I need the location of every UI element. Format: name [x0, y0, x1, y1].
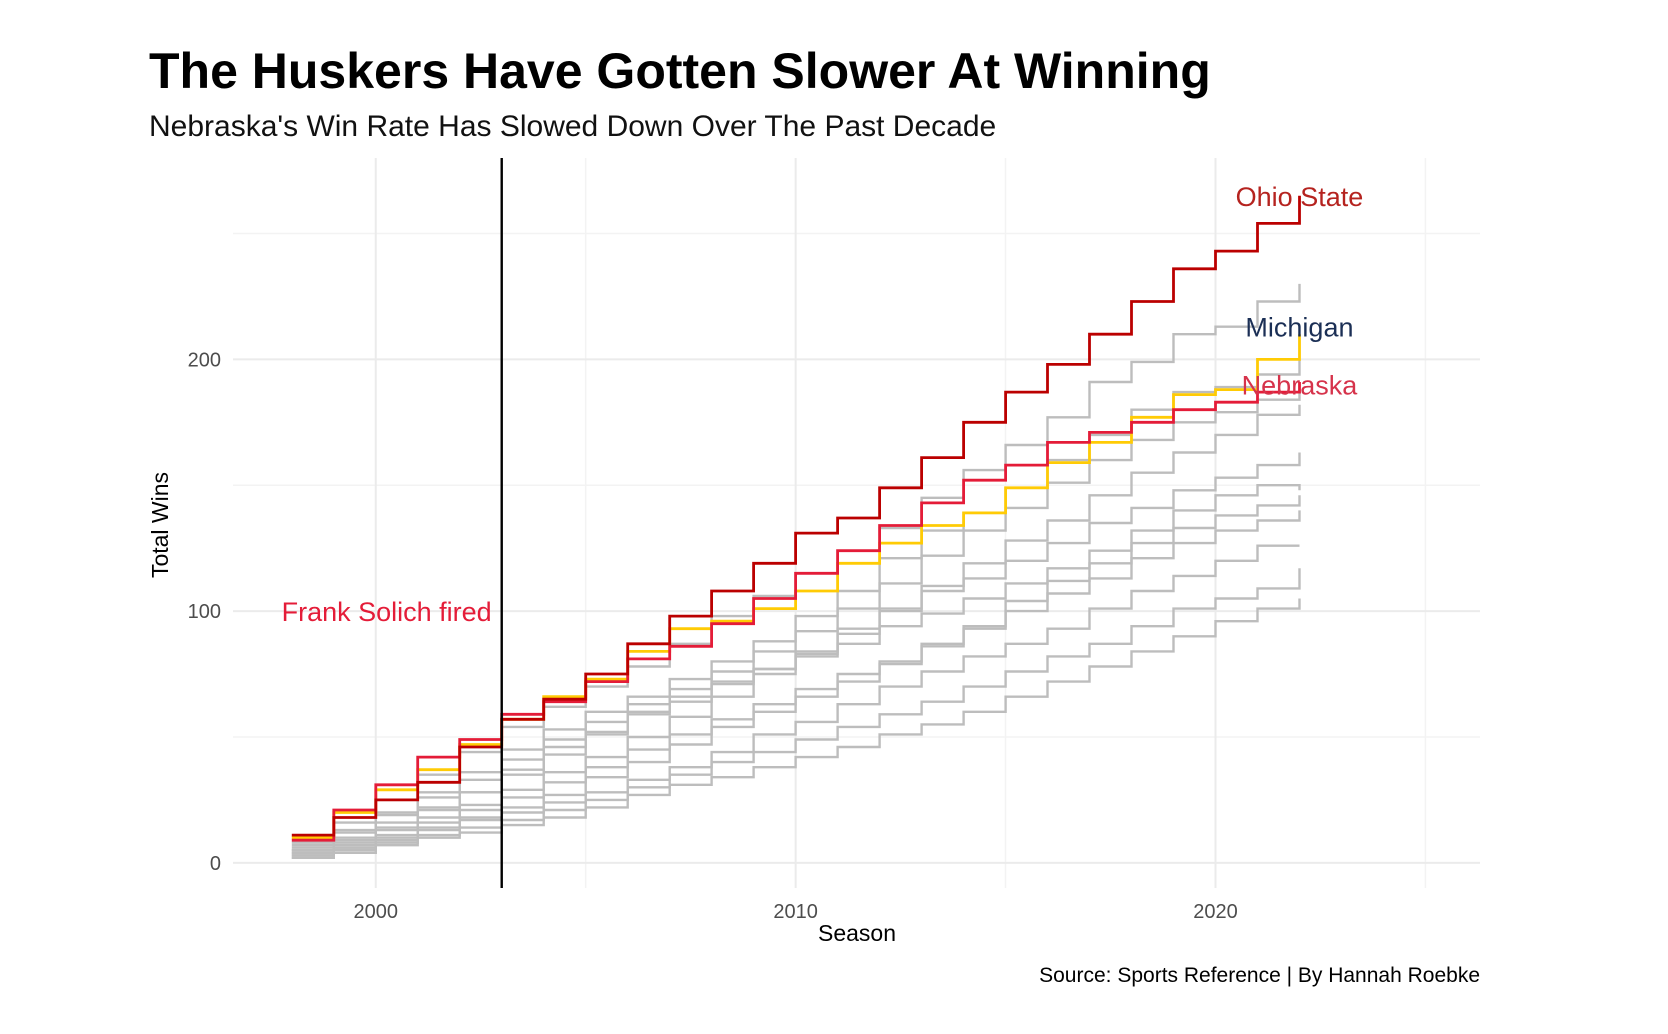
- other-team-series-line: [291, 484, 1301, 854]
- x-tick-label: 2020: [1193, 901, 1238, 923]
- y-tick-label: 200: [188, 349, 221, 371]
- frank-solich-fired-annotation: Frank Solich fired: [282, 597, 492, 627]
- nebraska-label: Nebraska: [1242, 371, 1359, 401]
- x-tick-label: 2000: [354, 901, 399, 923]
- gridlines: [233, 158, 1480, 888]
- tick-labels: 2000 2010 2020 0 100 200: [188, 349, 1238, 923]
- chart-title: The Huskers Have Gotten Slower At Winnin…: [149, 43, 1211, 99]
- reference-layer: Frank Solich fired: [282, 158, 503, 888]
- y-tick-label: 100: [188, 601, 221, 623]
- series-labels: Ohio State Michigan Nebraska: [1236, 182, 1364, 401]
- chart-subtitle: Nebraska's Win Rate Has Slowed Down Over…: [149, 110, 996, 143]
- y-tick-label: 0: [210, 853, 221, 875]
- other-team-series-line: [291, 598, 1301, 859]
- x-axis-title: Season: [818, 920, 896, 946]
- series-lines: [291, 195, 1301, 859]
- x-tick-label: 2010: [773, 901, 818, 923]
- ohio-state-series-line: [291, 195, 1301, 837]
- other-team-series-line: [291, 495, 1301, 854]
- other-team-series-line: [291, 452, 1301, 852]
- other-team-series-line: [291, 510, 1301, 857]
- ohio-state-label: Ohio State: [1236, 182, 1364, 212]
- source-caption: Source: Sports Reference | By Hannah Roe…: [1039, 964, 1480, 987]
- nebraska-series-line: [291, 382, 1301, 842]
- michigan-label: Michigan: [1245, 313, 1353, 343]
- other-team-series-line: [291, 568, 1301, 859]
- y-axis-title: Total Wins: [147, 472, 173, 578]
- other-team-series-line: [291, 544, 1300, 857]
